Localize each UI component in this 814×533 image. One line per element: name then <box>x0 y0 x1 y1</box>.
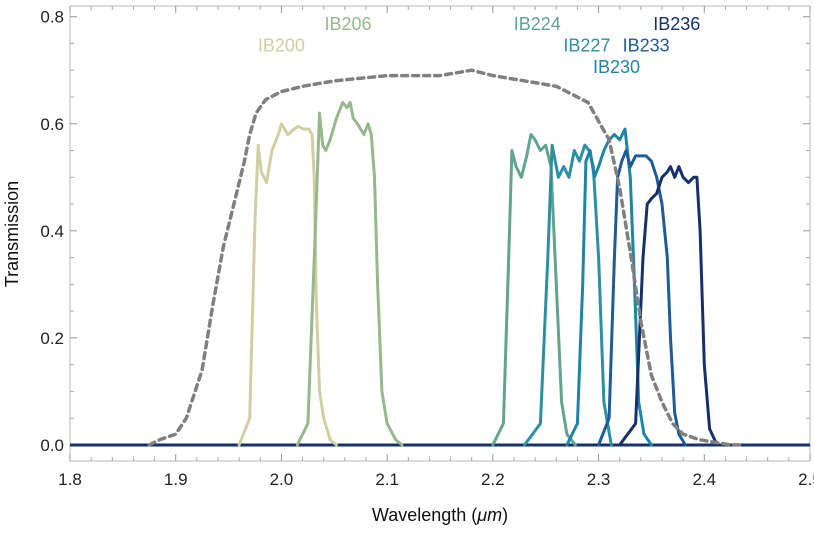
series-label-ib206: IB206 <box>325 14 372 34</box>
series-label-ib236: IB236 <box>653 14 700 34</box>
series-line-ib233 <box>597 149 687 447</box>
y-tick-label: 0.6 <box>40 115 64 134</box>
y-tick-label: 0.8 <box>40 8 64 27</box>
series-line-ib224 <box>491 133 577 447</box>
series-line-ib227 <box>523 143 613 447</box>
x-tick-label: 1.8 <box>58 470 82 489</box>
series-label-ib200: IB200 <box>258 36 305 56</box>
series-label-ib224: IB224 <box>514 14 561 34</box>
x-tick-label: 2.1 <box>375 470 399 489</box>
x-axis-label: Wavelength (μm) <box>372 505 508 525</box>
x-tick-label: 1.9 <box>164 470 188 489</box>
series-label-ib230: IB230 <box>593 57 640 77</box>
y-tick-label: 0.0 <box>40 436 64 455</box>
transmission-curves <box>147 68 744 447</box>
y-axis-label: Transmission <box>2 181 22 287</box>
y-tick-label: 0.4 <box>40 222 64 241</box>
y-tick-label: 0.2 <box>40 329 64 348</box>
series-line-ib236 <box>618 165 719 447</box>
x-tick-label: 2.0 <box>270 470 294 489</box>
series-line-ib200 <box>237 122 338 447</box>
series-label-ib227: IB227 <box>563 36 610 56</box>
dashed-envelope-line <box>147 68 744 447</box>
series-label-ib233: IB233 <box>623 36 670 56</box>
x-tick-label: 2.5 <box>798 470 814 489</box>
series-line-ib206 <box>295 100 404 447</box>
plot-frame <box>69 5 811 462</box>
x-tick-label: 2.3 <box>587 470 611 489</box>
x-tick-label: 2.4 <box>692 470 716 489</box>
axis-ticks: 1.8 1.9 2.0 2.1 2.2 2.3 2.4 2.5 0.0 0.2 0.4 0.6 0.8 <box>40 6 814 489</box>
x-tick-label: 2.2 <box>481 470 505 489</box>
